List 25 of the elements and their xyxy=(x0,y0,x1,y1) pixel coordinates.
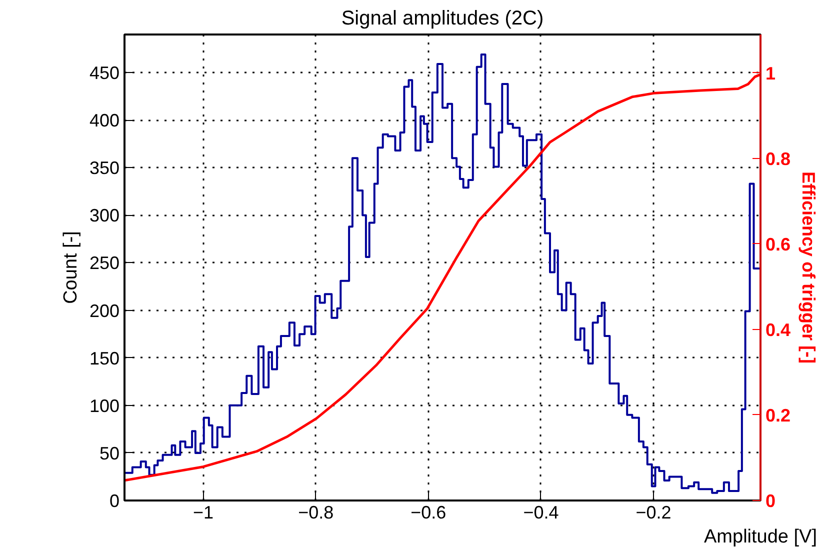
x-tick-label: −0.8 xyxy=(298,502,334,522)
y-tick-label: 150 xyxy=(89,348,120,368)
y2-tick-label: 0 xyxy=(766,491,776,511)
chart-title: Signal amplitudes (2C) xyxy=(341,8,544,30)
y-tick-label: 200 xyxy=(89,300,120,321)
y2-tick-label: 0.6 xyxy=(766,234,791,254)
y-tick-label: 50 xyxy=(99,443,120,464)
y2-axis-title: Efficiency of trigger [-] xyxy=(798,171,819,364)
y-tick-label: 300 xyxy=(89,206,120,226)
y2-tick-label: 0.8 xyxy=(766,148,791,169)
y-tick-label: 350 xyxy=(89,158,120,178)
x-tick-label: −0.6 xyxy=(410,502,446,522)
x-tick-label: −0.2 xyxy=(636,502,672,522)
y-axis-title: Count [-] xyxy=(60,231,82,304)
y-tick-label: 250 xyxy=(89,253,120,274)
y-tick-label: 400 xyxy=(89,110,120,131)
x-tick-label: −1 xyxy=(193,502,214,522)
y-tick-label: 100 xyxy=(89,396,120,416)
y2-tick-label: 0.4 xyxy=(766,320,791,340)
y-tick-label: 450 xyxy=(89,63,120,84)
y2-tick-label: 0.2 xyxy=(766,405,791,426)
x-tick-label: −0.4 xyxy=(523,502,559,522)
x-axis-title: Amplitude [V] xyxy=(704,526,817,548)
y-tick-label: 0 xyxy=(109,491,120,511)
y2-tick-label: 1 xyxy=(766,63,776,84)
